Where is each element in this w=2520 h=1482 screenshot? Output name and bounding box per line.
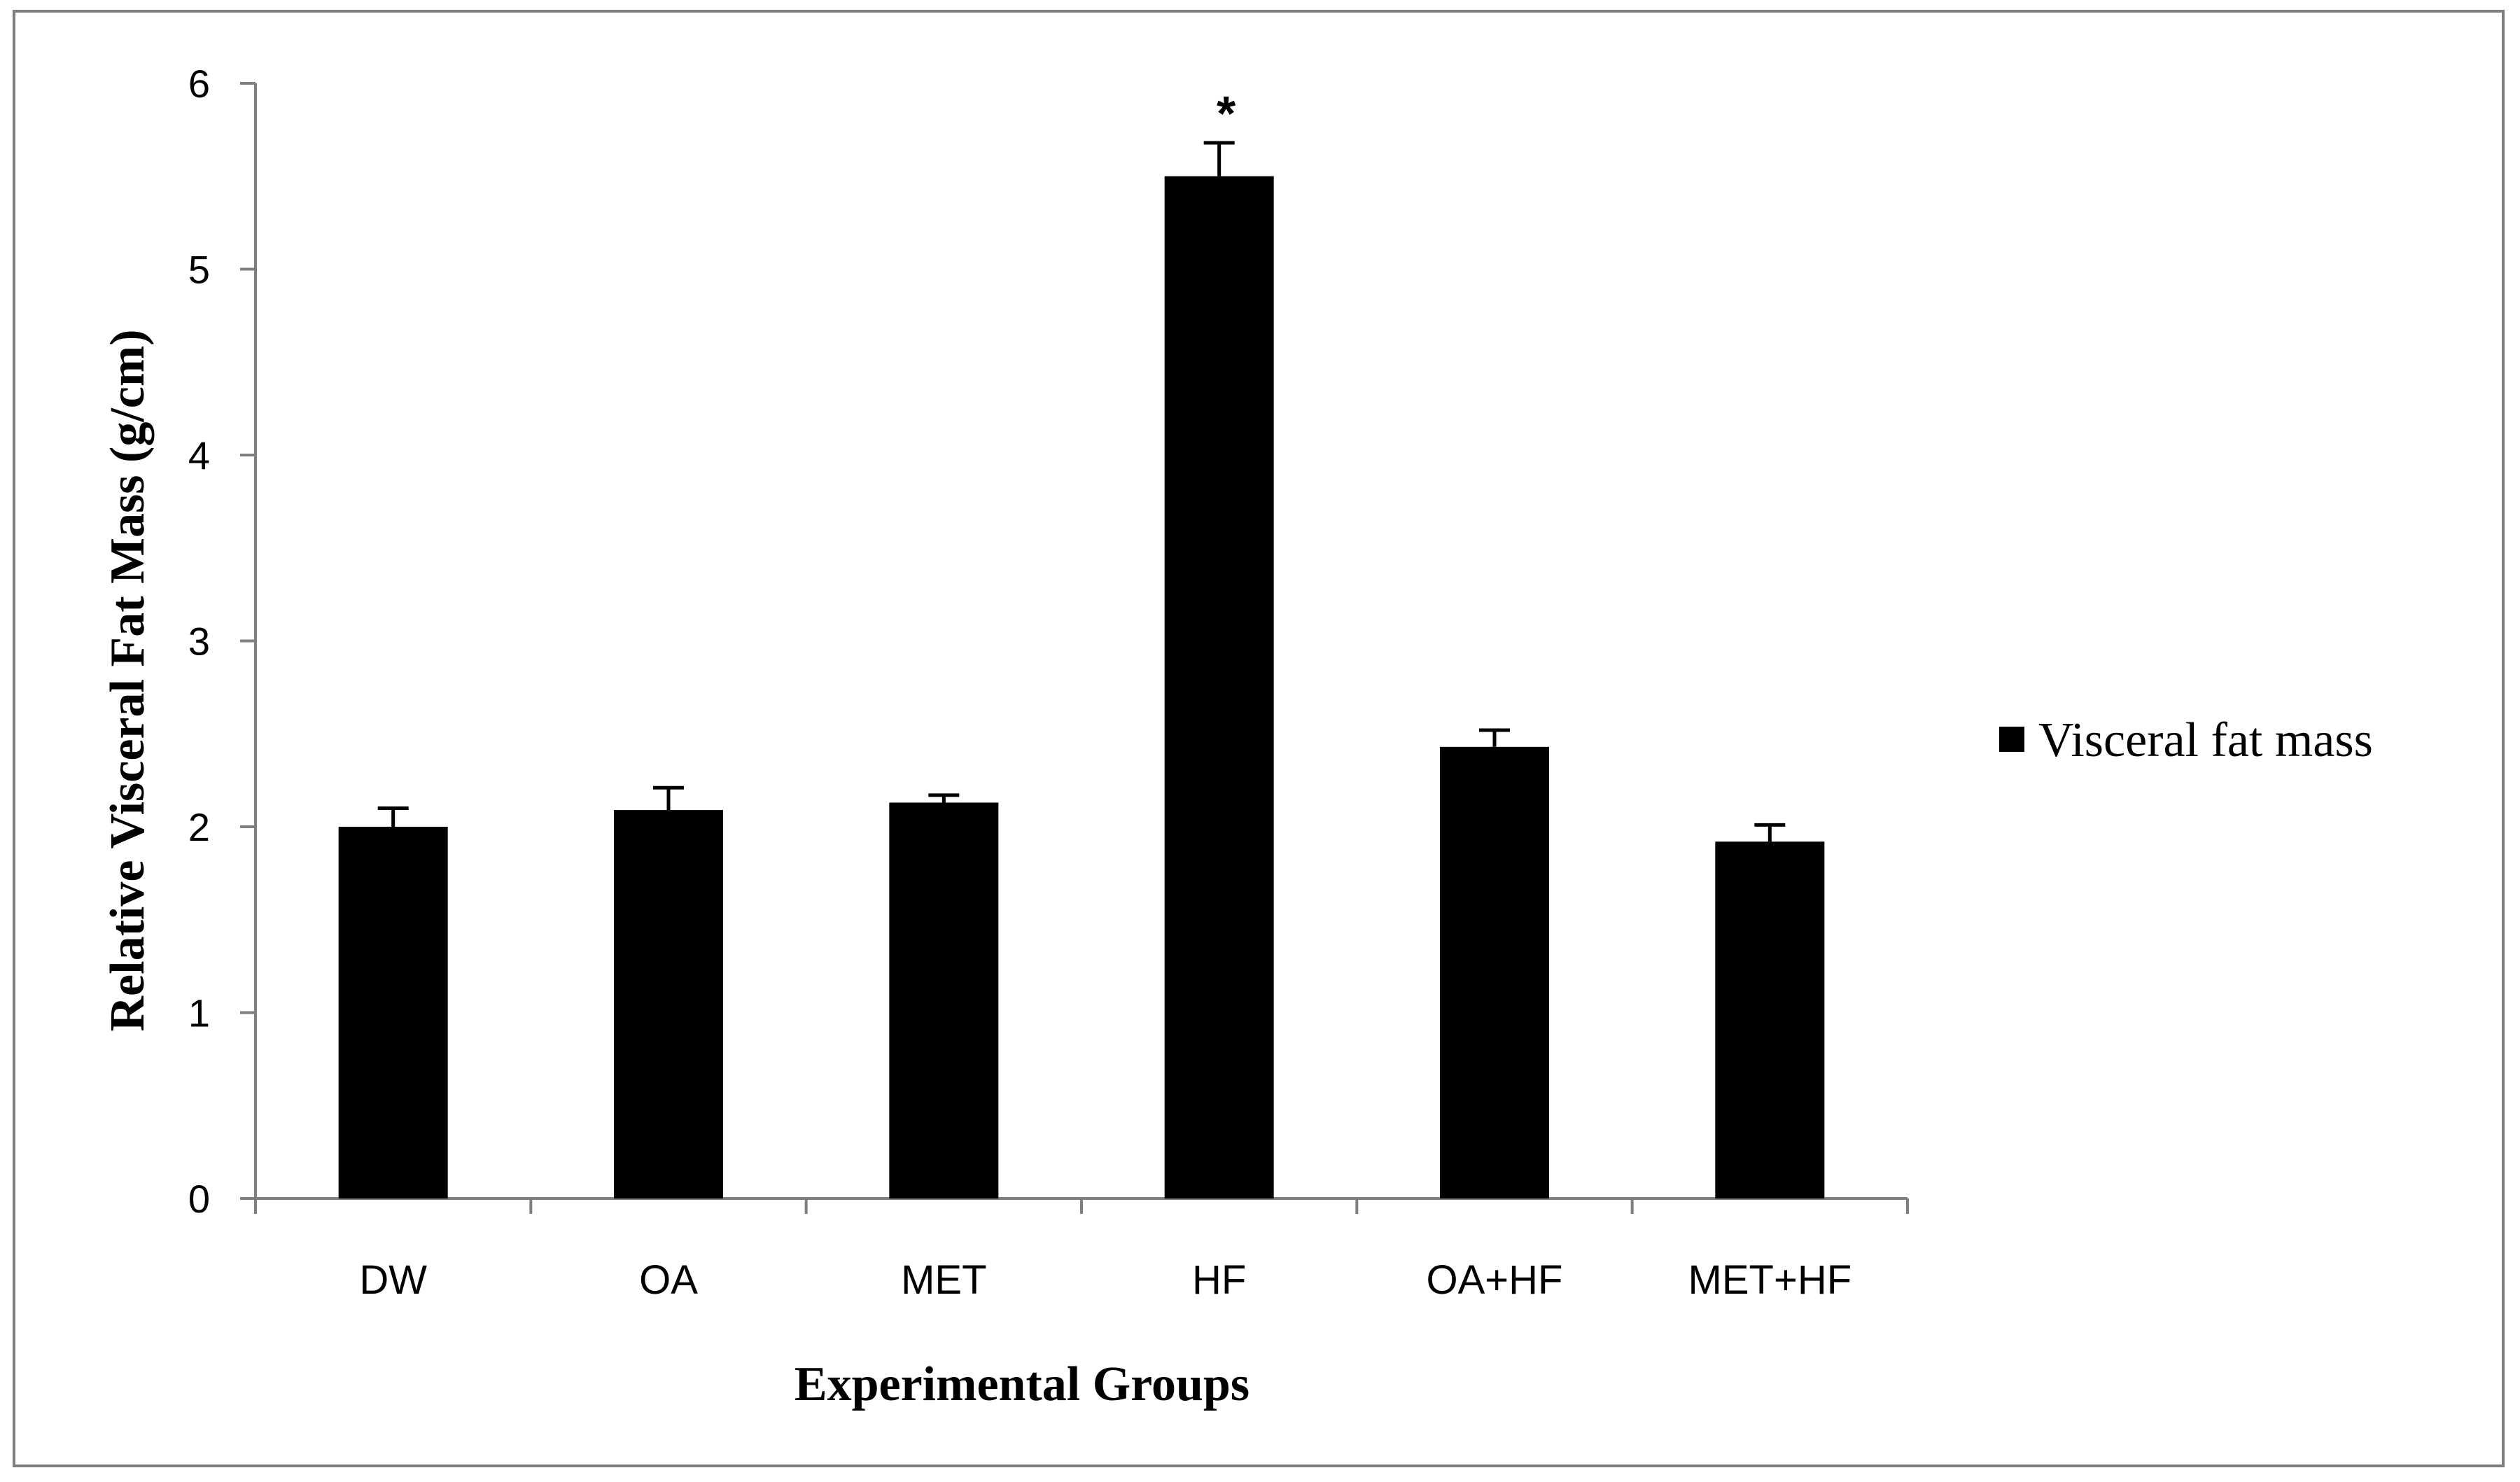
bars: * — [338, 86, 1825, 1198]
y-tick-label: 5 — [188, 248, 210, 292]
y-axis: 0 1 2 3 4 5 6 — [188, 62, 257, 1221]
x-tick-label: MET+HF — [1688, 1257, 1852, 1303]
bar — [1164, 176, 1274, 1198]
x-tick-label: OA+HF — [1427, 1257, 1563, 1303]
legend: Visceral fat mass — [1999, 713, 2373, 767]
bar — [1440, 746, 1549, 1198]
y-tick-label: 0 — [188, 1177, 210, 1221]
bar — [338, 827, 448, 1198]
y-tick-label: 3 — [188, 620, 210, 664]
bar — [1715, 841, 1825, 1198]
chart-frame — [13, 10, 2505, 1467]
x-tick-label: HF — [1192, 1257, 1246, 1303]
y-tick-label: 6 — [188, 62, 210, 106]
x-axis: DW OA MET HF OA+HF MET+HF — [254, 1197, 1909, 1303]
y-tick-label: 4 — [188, 433, 210, 477]
legend-swatch — [1999, 727, 2024, 752]
legend-label: Visceral fat mass — [2038, 713, 2373, 767]
significance-marker: * — [1217, 86, 1236, 141]
y-axis-title: Relative Visceral Fat Mass (g/cm) — [101, 329, 155, 1031]
bar — [614, 810, 723, 1198]
bar — [889, 802, 999, 1198]
x-tick-label: MET — [901, 1257, 986, 1303]
y-tick-label: 2 — [188, 805, 210, 849]
x-tick-label: DW — [359, 1257, 427, 1303]
x-axis-title: Experimental Groups — [794, 1357, 1250, 1411]
y-tick-label: 1 — [188, 991, 210, 1035]
x-tick-label: OA — [639, 1257, 698, 1303]
